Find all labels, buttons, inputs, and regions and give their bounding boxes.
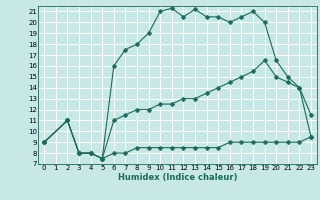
- X-axis label: Humidex (Indice chaleur): Humidex (Indice chaleur): [118, 173, 237, 182]
